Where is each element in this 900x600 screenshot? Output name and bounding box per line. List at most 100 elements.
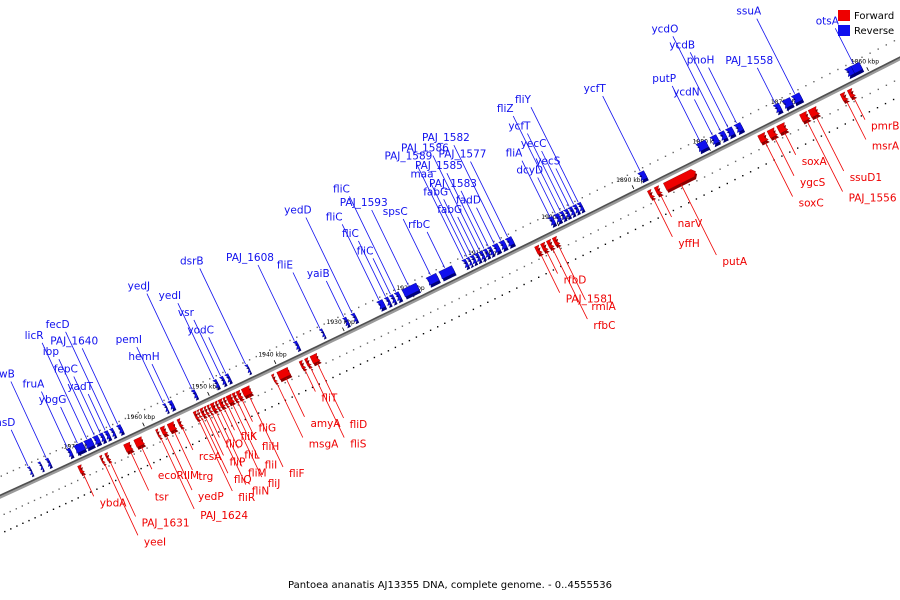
- gene-fliZ[interactable]: [558, 210, 567, 221]
- gene-label[interactable]: fliQ: [234, 474, 252, 486]
- gene-label[interactable]: rfbD: [564, 275, 587, 287]
- gene-label[interactable]: soxA: [802, 156, 828, 168]
- gene-phoH[interactable]: [733, 122, 744, 133]
- gene-label[interactable]: PAJ_1558: [725, 55, 773, 67]
- gene-PAJ_1593[interactable]: [401, 282, 420, 298]
- gene-label[interactable]: dsrB: [180, 255, 204, 267]
- gene-fliL[interactable]: [214, 400, 222, 410]
- gene-fliN[interactable]: [206, 404, 214, 414]
- gene-vsr[interactable]: [218, 375, 227, 386]
- gene-label[interactable]: fliC: [326, 211, 343, 223]
- gene-tsr[interactable]: [123, 441, 134, 453]
- gene-fadD[interactable]: [491, 242, 501, 254]
- gene-licR[interactable]: [83, 437, 95, 450]
- gene-fliH[interactable]: [231, 391, 240, 402]
- gene-fabG[interactable]: [473, 252, 482, 263]
- gene-label[interactable]: pemI: [116, 334, 142, 346]
- gene-msgA[interactable]: [271, 373, 278, 383]
- gene-label[interactable]: PAJ_1556: [849, 193, 897, 205]
- gene-label[interactable]: soxC: [799, 198, 824, 210]
- gene-label[interactable]: trg: [198, 471, 213, 483]
- gene-yedJ[interactable]: [190, 389, 198, 399]
- gene-frwB[interactable]: [44, 457, 52, 467]
- gene-fliC[interactable]: [388, 294, 397, 304]
- gene-label[interactable]: yadT: [67, 381, 93, 393]
- gene-PAJ_1556[interactable]: [799, 110, 811, 123]
- gene-fruA[interactable]: [65, 447, 74, 458]
- gene-fliY[interactable]: [576, 201, 585, 212]
- gene-label[interactable]: fliJ: [268, 478, 281, 490]
- gene-putP[interactable]: [695, 139, 709, 153]
- gene-PAJ_1624[interactable]: [155, 428, 162, 438]
- gene-rfbD[interactable]: [540, 241, 549, 252]
- gene-PAJ_1577[interactable]: [504, 236, 515, 247]
- gene-label[interactable]: msgA: [309, 439, 339, 451]
- gene-label[interactable]: fliC: [333, 183, 350, 195]
- gene-label[interactable]: fliR: [238, 492, 255, 504]
- gene-label[interactable]: PAJ_1593: [340, 197, 388, 209]
- gene-label[interactable]: ssuA: [736, 6, 762, 18]
- gene-yaiB[interactable]: [341, 316, 350, 327]
- gene-label[interactable]: ycdO: [651, 23, 678, 35]
- gene-label[interactable]: fliC: [342, 228, 359, 240]
- gene-label[interactable]: PAJ_1577: [439, 149, 487, 161]
- gene-label[interactable]: ycdB: [669, 39, 695, 51]
- gene-label[interactable]: PAJ_1583: [429, 178, 477, 190]
- gene-PAJ_1583[interactable]: [486, 246, 495, 256]
- gene-yecC[interactable]: [567, 206, 576, 216]
- gene-rfbC[interactable]: [546, 238, 555, 249]
- gene-label[interactable]: tsr: [155, 492, 170, 504]
- gene-label[interactable]: ssuD1: [850, 172, 882, 184]
- gene-fliM[interactable]: [209, 401, 218, 412]
- gene-label[interactable]: ycfT: [508, 121, 531, 133]
- gene-label[interactable]: ygcS: [800, 177, 826, 189]
- gene-yadT[interactable]: [103, 430, 112, 440]
- gene-yecS[interactable]: [571, 204, 580, 214]
- gene-label[interactable]: frwB: [0, 369, 15, 381]
- gene-label[interactable]: fliS: [350, 439, 367, 451]
- gene-ibp[interactable]: [91, 434, 101, 446]
- gene-otsB[interactable]: [844, 66, 855, 78]
- gene-label[interactable]: fliY: [515, 94, 532, 106]
- gene-label[interactable]: spsC: [383, 206, 408, 218]
- gene-pmrB[interactable]: [846, 87, 857, 99]
- gene-label[interactable]: fabG: [437, 204, 462, 216]
- gene-fliO[interactable]: [203, 405, 211, 415]
- gene-rfbC[interactable]: [438, 265, 456, 280]
- gene-label[interactable]: ibp: [43, 346, 60, 358]
- gene-fecD[interactable]: [108, 427, 117, 438]
- gene-label[interactable]: fliL: [244, 449, 260, 461]
- gene-label[interactable]: fliD: [350, 419, 368, 431]
- gene-fliG[interactable]: [235, 389, 244, 400]
- gene-label[interactable]: ybdA: [100, 497, 128, 509]
- gene-fliP[interactable]: [199, 407, 207, 417]
- gene-label[interactable]: fliI: [265, 460, 278, 472]
- gene-yedI[interactable]: [212, 378, 220, 389]
- gene-maa[interactable]: [465, 256, 473, 267]
- gene-label[interactable]: yodC: [187, 324, 214, 336]
- gene-label[interactable]: PAJ_1581: [566, 294, 614, 306]
- gene-ssuA[interactable]: [790, 92, 803, 105]
- gene-fliJ[interactable]: [222, 396, 230, 406]
- gene-label[interactable]: ybgG: [39, 394, 67, 406]
- gene-ybgG[interactable]: [73, 441, 86, 454]
- gene-spsC[interactable]: [425, 272, 440, 286]
- gene-label[interactable]: fliA: [506, 148, 524, 160]
- gene-fliD[interactable]: [309, 352, 321, 364]
- gene-PAJ_1631[interactable]: [104, 451, 112, 462]
- gene-ycdN[interactable]: [709, 134, 720, 146]
- gene-amyA[interactable]: [276, 367, 292, 380]
- gene-label[interactable]: fliT: [321, 393, 338, 405]
- gene-label[interactable]: fliH: [262, 441, 279, 453]
- gene-rhsD[interactable]: [26, 466, 34, 476]
- gene-label[interactable]: yedD: [284, 205, 311, 217]
- gene-label[interactable]: PAJ_1582: [422, 132, 470, 144]
- gene-label[interactable]: fliO: [225, 438, 243, 450]
- gene-label[interactable]: yedP: [198, 491, 224, 503]
- gene-fliC[interactable]: [393, 291, 403, 302]
- gene-label[interactable]: yaiB: [307, 268, 330, 280]
- gene-label[interactable]: yecS: [535, 156, 560, 168]
- gene-label[interactable]: vsr: [178, 307, 195, 319]
- gene-label[interactable]: narV: [678, 218, 703, 230]
- gene-PAJ_1586[interactable]: [477, 250, 486, 261]
